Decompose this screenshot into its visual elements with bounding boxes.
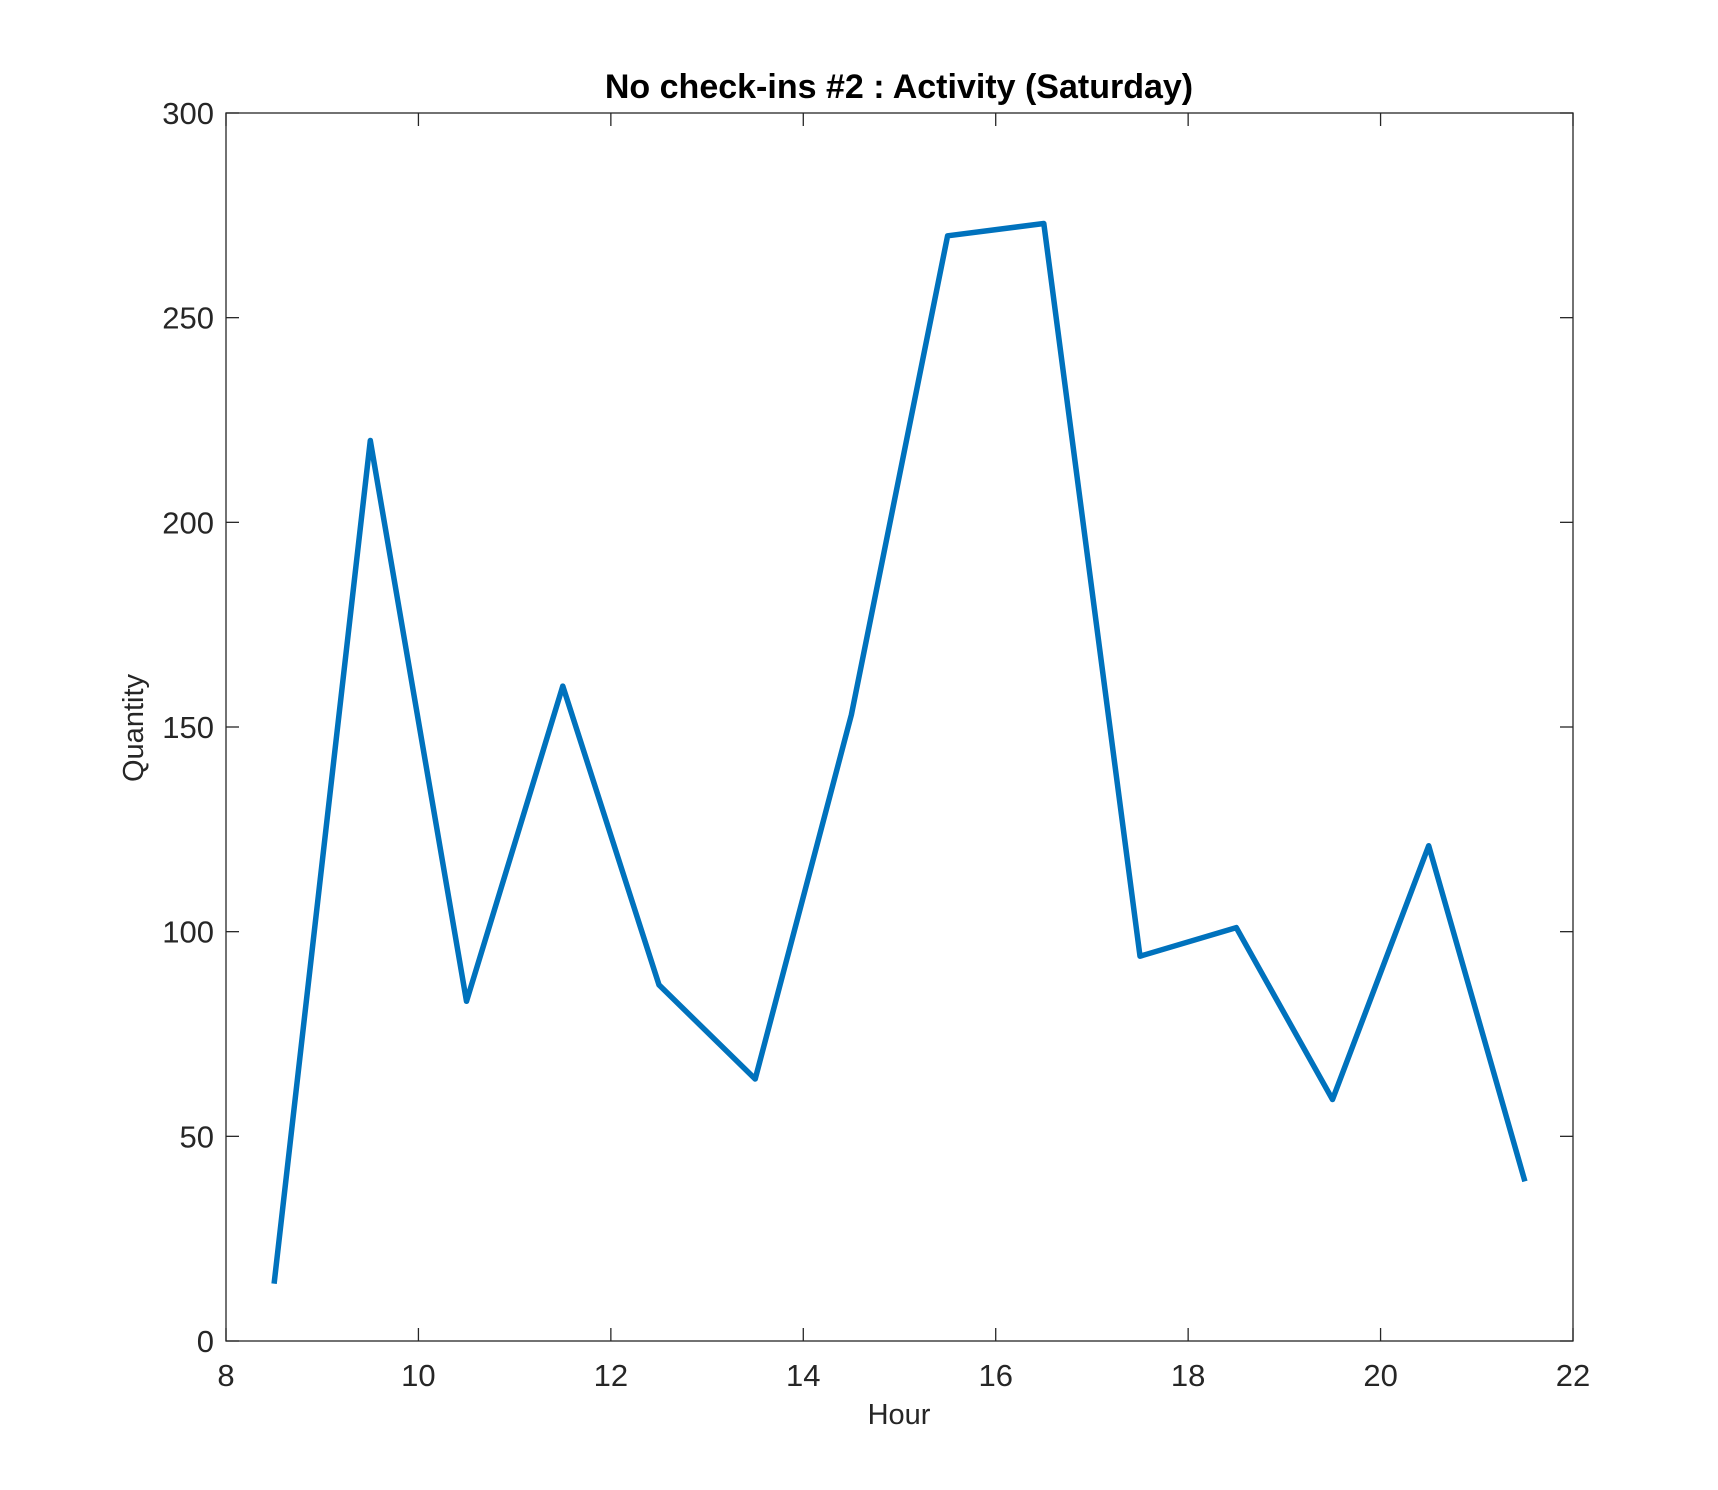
series-line — [271, 220, 1528, 1285]
y-tick-labels: 0 50 100 150 200 250 300 — [162, 96, 214, 1359]
x-tick-label: 16 — [978, 1358, 1012, 1393]
x-tick-label: 18 — [1171, 1358, 1205, 1393]
x-tick-label: 10 — [401, 1358, 435, 1393]
x-tick-labels: 8 10 12 14 16 18 20 22 — [217, 1358, 1590, 1393]
series-layer — [271, 220, 1528, 1285]
y-tick-label: 100 — [162, 915, 214, 950]
x-axis-label: Hour — [868, 1399, 931, 1431]
x-tick-label: 14 — [786, 1358, 820, 1393]
x-tick-label: 12 — [594, 1358, 628, 1393]
axes-frame — [225, 112, 1574, 1342]
x-tick-label: 20 — [1363, 1358, 1397, 1393]
y-tick-label: 0 — [197, 1324, 214, 1359]
y-tick-label: 150 — [162, 710, 214, 745]
y-axis-label: Quantity — [118, 674, 150, 782]
plot-area — [225, 112, 1574, 1342]
x-tick-label: 22 — [1556, 1358, 1590, 1393]
y-tick-label: 50 — [180, 1119, 214, 1154]
y-tick-label: 250 — [162, 301, 214, 336]
x-tick-label: 8 — [217, 1358, 234, 1393]
y-tick-label: 200 — [162, 505, 214, 540]
chart-title: No check-ins #2 : Activity (Saturday) — [605, 68, 1193, 106]
y-tick-label: 300 — [162, 96, 214, 131]
axis-ticks — [225, 112, 1574, 1342]
